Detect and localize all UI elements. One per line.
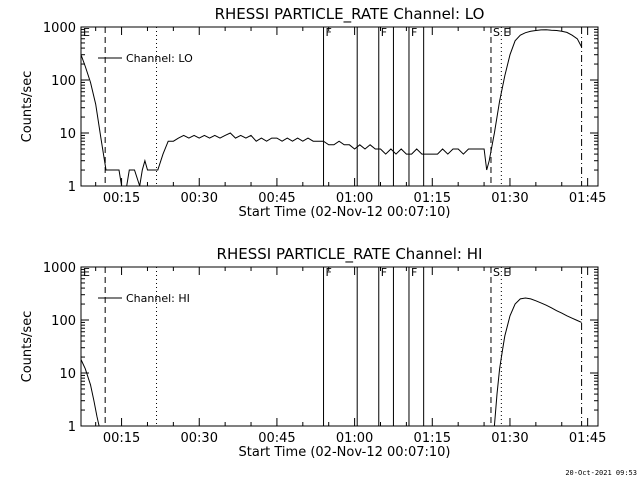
- x-tick-label: 01:30: [491, 191, 528, 206]
- chart-title: RHESSI PARTICLE_RATE Channel: HI: [217, 245, 483, 264]
- chart-title: RHESSI PARTICLE_RATE Channel: LO: [215, 5, 485, 24]
- event-marker-label: F: [381, 266, 387, 279]
- x-tick-label: 00:15: [103, 431, 140, 446]
- event-marker-label: E: [83, 266, 90, 279]
- x-tick-label: 01:15: [414, 431, 451, 446]
- y-tick-label: 10: [59, 127, 76, 142]
- timestamp: 20-Oct-2021 09:53: [565, 469, 637, 477]
- y-tick-label: 100: [51, 314, 76, 329]
- event-marker-label: E: [83, 26, 90, 39]
- x-tick-label: 00:30: [181, 191, 218, 206]
- y-axis-label: Counts/sec: [20, 311, 35, 383]
- x-tick-label: 01:45: [569, 191, 606, 206]
- y-axis-label: Counts/sec: [20, 71, 35, 143]
- event-marker-label: F: [326, 26, 332, 39]
- x-tick-label: 00:45: [258, 431, 295, 446]
- event-marker-label: E: [503, 26, 510, 39]
- series-line: [81, 29, 583, 186]
- y-tick-label: 100: [51, 74, 76, 89]
- x-tick-label: 00:45: [258, 191, 295, 206]
- event-marker-label: F: [411, 266, 417, 279]
- plot-frame: [80, 266, 599, 427]
- series-line: [81, 297, 582, 426]
- event-marker-label: S: [493, 266, 500, 279]
- y-tick-label: 1: [68, 180, 76, 195]
- y-tick-label: 1: [68, 420, 76, 435]
- chart-panel-1: RHESSI PARTICLE_RATE Channel: LO 1 10 100 10…: [20, 5, 606, 220]
- y-tick-label: 1000: [43, 21, 76, 36]
- chart-panel-2: RHESSI PARTICLE_RATE Channel: HI 1 10 100 10…: [20, 245, 606, 460]
- x-tick-label: 01:00: [336, 431, 373, 446]
- legend-label: Channel: LO: [126, 52, 193, 65]
- y-tick-label: 10: [59, 367, 76, 382]
- y-tick-label: 1000: [43, 261, 76, 276]
- event-marker-label: S: [493, 26, 500, 39]
- x-axis-label: Start Time (02-Nov-12 00:07:10): [239, 445, 451, 460]
- event-marker-label: E: [503, 266, 510, 279]
- x-tick-label: 00:30: [181, 431, 218, 446]
- legend-label: Channel: HI: [126, 292, 190, 305]
- event-marker-label: F: [411, 26, 417, 39]
- x-tick-label: 01:00: [336, 191, 373, 206]
- x-axis-label: Start Time (02-Nov-12 00:07:10): [239, 205, 451, 220]
- x-tick-label: 01:30: [491, 431, 528, 446]
- x-tick-label: 01:15: [414, 191, 451, 206]
- event-marker-label: F: [326, 266, 332, 279]
- x-tick-label: 00:15: [103, 191, 140, 206]
- x-tick-label: 01:45: [569, 431, 606, 446]
- event-marker-label: F: [381, 26, 387, 39]
- plot-frame: [80, 26, 599, 187]
